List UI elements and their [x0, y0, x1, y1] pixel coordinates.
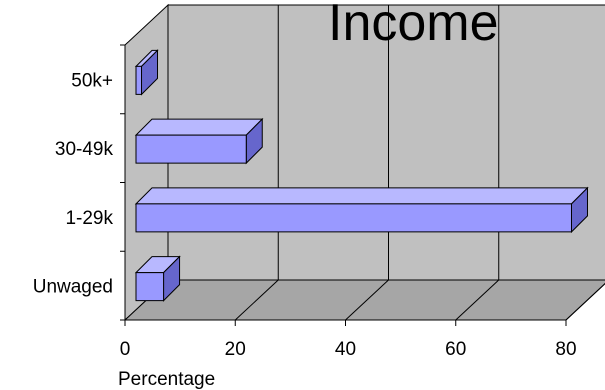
bar-1-29k: [134, 186, 589, 234]
bar-unwaged: [134, 255, 181, 302]
category-label-1-29k: 1-29k: [65, 208, 113, 229]
gridline-floor-20: [234, 279, 279, 321]
gridlines: [234, 5, 605, 321]
category-label-30-49k: 30-49k: [55, 139, 114, 160]
bar-50k-: [134, 49, 159, 96]
bar-30-49k-top: [134, 118, 264, 136]
bar-1-29k-top: [134, 187, 589, 205]
gridline-floor-60: [455, 279, 500, 321]
category-label-unwaged: Unwaged: [33, 277, 113, 298]
chart-title: Income: [328, 0, 499, 52]
bar-30-49k: [134, 117, 264, 165]
category-label-50k-: 50k+: [71, 70, 113, 91]
bar-50k--front: [135, 65, 143, 95]
gridline-floor-80: [565, 283, 605, 321]
x-tick-label-20: 20: [225, 339, 246, 360]
category-labels: Unwaged 1-29k 30-49k 50k+: [33, 70, 114, 297]
bars: [134, 49, 589, 302]
bar-unwaged-front: [135, 272, 165, 302]
bar-30-49k-front: [135, 134, 247, 164]
floor: [123, 279, 605, 321]
x-tick-labels: 0 20 40 60 80: [120, 339, 577, 360]
axes: [120, 44, 567, 326]
x-tick-label-80: 80: [555, 339, 576, 360]
x-tick-label-0: 0: [120, 339, 131, 360]
x-tick-label-60: 60: [445, 339, 466, 360]
bar-1-29k-front: [135, 203, 572, 233]
x-axis-label: Percentage: [118, 369, 215, 390]
gridline-floor-40: [345, 279, 389, 321]
x-tick-label-40: 40: [335, 339, 356, 360]
